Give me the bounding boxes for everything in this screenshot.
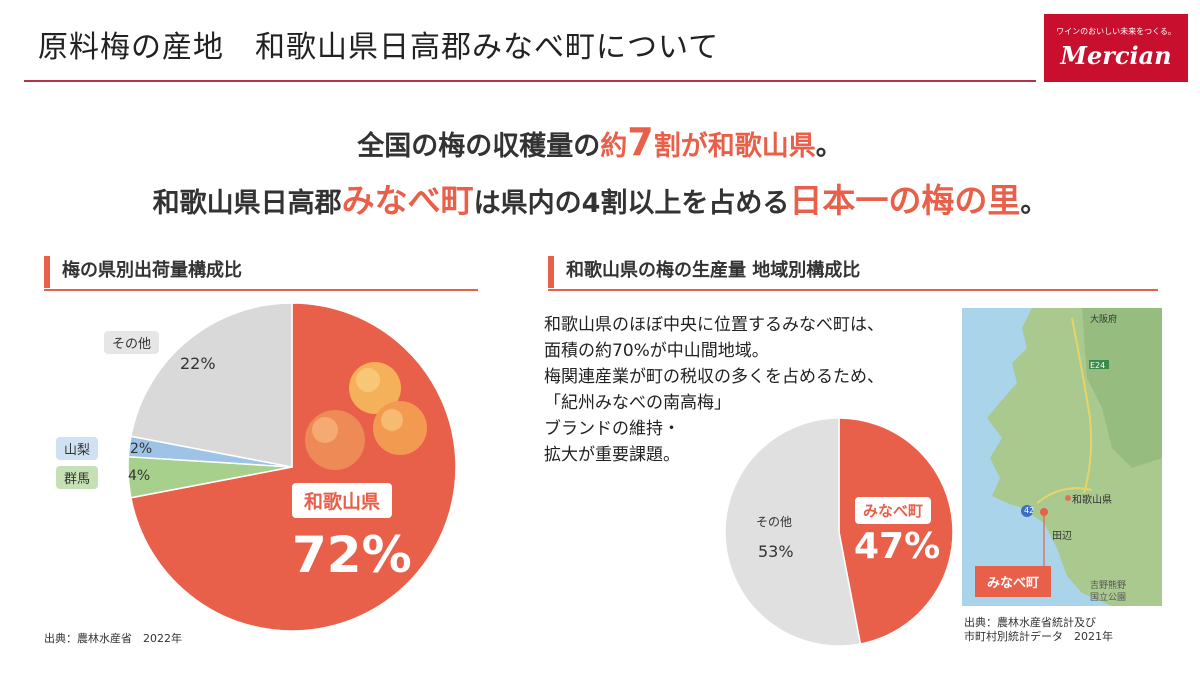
right-section-heading: 和歌山県の梅の生産量 地域別構成比: [548, 256, 860, 288]
label-minabe: みなべ町: [855, 497, 932, 524]
pct-yamanashi: 2%: [130, 441, 153, 457]
wakayama-map: [962, 308, 1162, 606]
map-label-42: 42: [1024, 506, 1035, 515]
region-pie-slice-2: [724, 417, 862, 647]
map-label-tanabe: 田辺: [1052, 531, 1072, 542]
map-label-park-1: 吉野熊野: [1090, 581, 1127, 591]
minabe-description: 和歌山県のほぼ中央に位置するみなべ町は、 面積の約70%が中山間地域。 梅関連産…: [544, 312, 884, 468]
headline-2-part-c: は県内の4割以上を占める: [473, 188, 790, 219]
label-wakayama: 和歌山県: [292, 483, 393, 518]
desc-line-3: 梅関連産業が町の税収の多くを占めるため、: [544, 367, 884, 387]
right-section-rule: [548, 289, 1158, 291]
desc-line-2: 面積の約70%が中山間地域。: [544, 341, 769, 361]
headline-2-part-a: 和歌山県日高郡: [152, 188, 342, 219]
pct-other-prefectures: 22%: [180, 354, 216, 373]
road-e24-sign: [1089, 360, 1109, 369]
left-source-note: 出典：農林水産省 2022年: [44, 632, 182, 645]
left-section-heading: 梅の県別出荷量構成比: [44, 256, 242, 288]
map-label-park-2: 国立公園: [1090, 593, 1127, 603]
right-source-note-1: 出典：農林水産省統計及び: [964, 616, 1096, 629]
pct-minabe: 47%: [854, 526, 941, 567]
desc-line-1: 和歌山県のほぼ中央に位置するみなべ町は、: [544, 315, 884, 335]
headline-1-number: 7: [627, 120, 654, 164]
ume-fruit-illustration: [305, 362, 427, 470]
headline-1-part-b: 約: [600, 131, 628, 162]
page-title: 原料梅の産地 和歌山県日高郡みなべ町について: [38, 30, 720, 65]
road-42-sign: [1021, 505, 1033, 517]
minabe-map-marker: みなべ町: [975, 566, 1052, 597]
headline-line-1: 全国の梅の収穫量の約7割が和歌山県。: [0, 120, 1200, 164]
title-divider: [24, 80, 1036, 82]
desc-line-4: 「紀州みなべの南高梅」: [544, 393, 731, 413]
left-section-rule: [44, 289, 478, 291]
mercian-logo: ワインのおいしい未来をつくる。 Mercian: [1044, 14, 1188, 82]
logo-tagline: ワインのおいしい未来をつくる。: [1056, 27, 1176, 36]
label-yamanashi: 山梨: [56, 437, 99, 460]
pct-wakayama: 72%: [292, 526, 412, 584]
prefecture-pie-slice-4: [130, 302, 293, 468]
region-pie-slice-1: [838, 417, 954, 645]
pct-gunma: 4%: [128, 468, 151, 484]
pct-other-towns: 53%: [758, 542, 794, 561]
label-other-towns: その他: [756, 515, 793, 529]
headline-line-2: 和歌山県日高郡みなべ町は県内の4割以上を占める日本一の梅の里。: [0, 174, 1200, 222]
headline-1-part-a: 全国の梅の収穫量の: [357, 131, 601, 162]
label-gunma: 群馬: [56, 466, 99, 489]
map-label-e24: E24: [1090, 361, 1106, 370]
headline-2-town: みなべ町: [341, 181, 474, 220]
right-source-note-2: 市町村別統計データ 2021年: [964, 630, 1113, 643]
label-other-prefectures: その他: [104, 331, 160, 354]
map-label-wakayama: 和歌山県: [1072, 495, 1112, 506]
headline-2-claim: 日本一の梅の里: [789, 181, 1021, 220]
logo-name: Mercian: [1060, 41, 1172, 70]
map-label-osaka: 大阪府: [1090, 315, 1118, 325]
headline-2-part-e: 。: [1020, 188, 1048, 219]
desc-line-6: 拡大が重要課題。: [544, 445, 680, 465]
desc-line-5: ブランドの維持・: [544, 419, 680, 439]
headline-1-part-d: 割が和歌山県: [653, 131, 816, 162]
headline-1-part-e: 。: [815, 131, 843, 162]
